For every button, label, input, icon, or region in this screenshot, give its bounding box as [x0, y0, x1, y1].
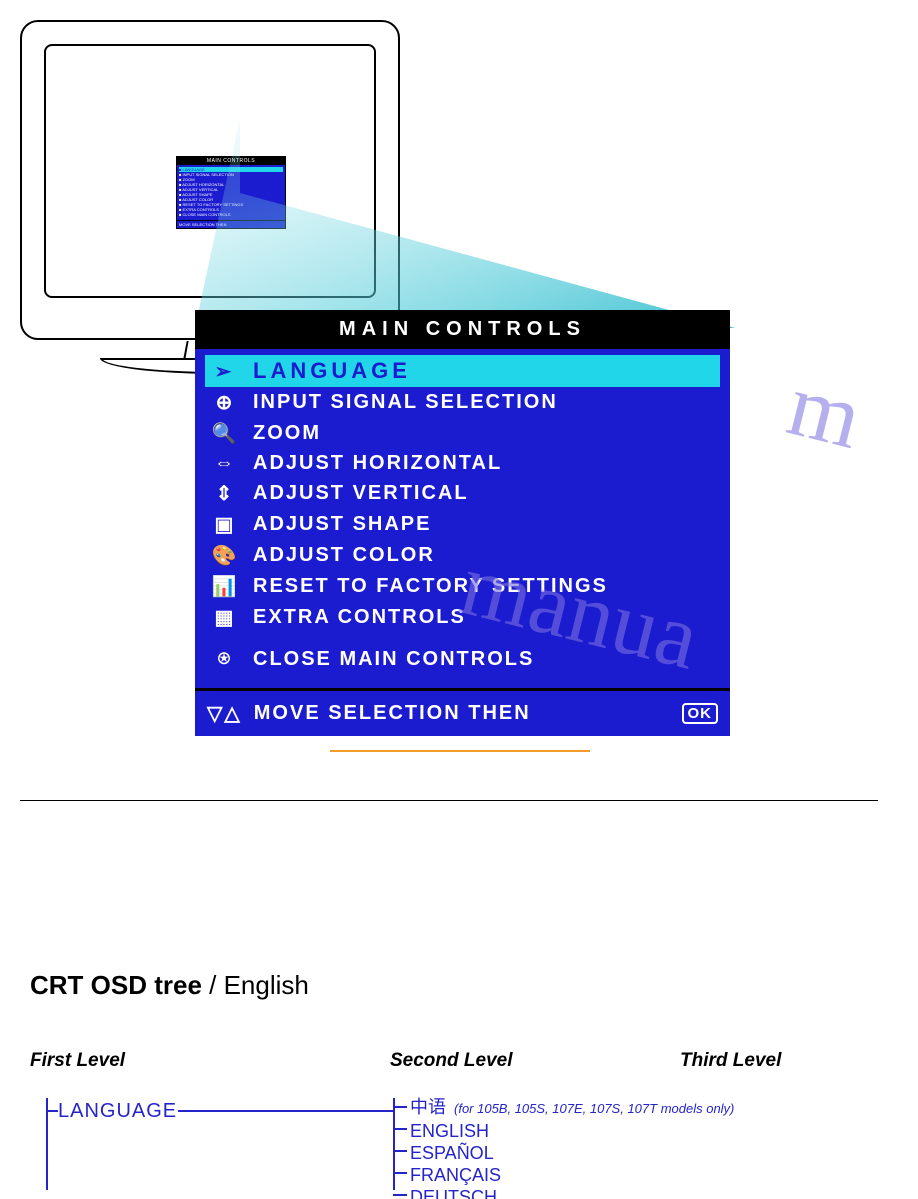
tree-item-label: ESPAÑOL [410, 1142, 494, 1164]
horiz-icon: ⇔ [211, 452, 239, 475]
watermark-text-tail: m [779, 353, 872, 470]
osd-menu-item[interactable]: 🎨 ADJUST COLOR [205, 540, 720, 571]
osd-tree: LANGUAGE 中语 (for 105B, 105S, 107E, 107S,… [30, 1100, 890, 1190]
tree-line [393, 1098, 395, 1190]
level-1-header: First Level [30, 1050, 390, 1072]
globe-icon: ➢ [211, 359, 239, 384]
level-3-header: Third Level [680, 1050, 781, 1072]
osd-panel: MAIN CONTROLS ➢ LANGUAGE ⊕ INPUT SIGNAL SEL… [195, 310, 730, 736]
tree-second-level-item: ENGLISH [410, 1120, 734, 1142]
osd-menu-item[interactable]: ⇕ ADJUST VERTICAL [205, 478, 720, 509]
tree-title-rest: / English [202, 970, 309, 1000]
osd-menu-label: ADJUST HORIZONTAL [253, 452, 502, 475]
tree-title-bold: CRT OSD tree [30, 970, 202, 1000]
vert-icon: ⇕ [211, 481, 239, 506]
osd-header: MAIN CONTROLS [195, 310, 730, 349]
osd-menu-item[interactable]: ➢ LANGUAGE [205, 355, 720, 387]
color-icon: 🎨 [211, 543, 239, 568]
osd-menu-item[interactable]: ⊕ INPUT SIGNAL SELECTION [205, 387, 720, 418]
tree-second-level-item: 中语 (for 105B, 105S, 107E, 107S, 107T mod… [410, 1096, 734, 1120]
tree-second-level: 中语 (for 105B, 105S, 107E, 107S, 107T mod… [410, 1096, 734, 1199]
ok-icon: OK [682, 703, 719, 724]
osd-close-label: CLOSE MAIN CONTROLS [253, 648, 534, 671]
osd-menu-label: INPUT SIGNAL SELECTION [253, 391, 558, 414]
nav-arrows-icon: ▽△ [207, 701, 242, 726]
tree-title: CRT OSD tree / English [30, 970, 309, 1001]
tree-item-label: ENGLISH [410, 1120, 489, 1142]
tree-item-label: 中语 [410, 1096, 446, 1118]
level-headers: First Level Second Level Third Level [30, 1050, 888, 1072]
osd-menu-item[interactable]: ⇔ ADJUST HORIZONTAL [205, 449, 720, 478]
osd-menu-label: ADJUST VERTICAL [253, 482, 469, 505]
orange-divider [330, 750, 590, 752]
level-2-header: Second Level [390, 1050, 680, 1072]
close-icon: ⍟ [211, 648, 239, 671]
mini-osd: MAIN CONTROLS ■ LANGUAGE■ INPUT SIGNAL S… [176, 156, 286, 229]
section-divider [20, 800, 878, 801]
zoom-icon: 🔍 [211, 421, 239, 446]
osd-menu-label: ZOOM [253, 422, 321, 445]
osd-menu-label: LANGUAGE [253, 358, 411, 384]
osd-body: ➢ LANGUAGE ⊕ INPUT SIGNAL SELECTION 🔍 ZOOM ⇔ AD… [195, 349, 730, 688]
reset-icon: 📊 [211, 574, 239, 599]
osd-menu-label: EXTRA CONTROLS [253, 606, 466, 629]
tree-second-level-item: FRANÇAIS [410, 1164, 734, 1186]
osd-menu-item[interactable]: 📊 RESET TO FACTORY SETTINGS [205, 571, 720, 602]
tree-line [178, 1110, 393, 1112]
osd-menu-item[interactable]: ▦ EXTRA CONTROLS [205, 602, 720, 633]
osd-menu-label: ADJUST COLOR [253, 544, 435, 567]
crt-screen: MAIN CONTROLS ■ LANGUAGE■ INPUT SIGNAL S… [44, 44, 376, 298]
tree-first-level-item: LANGUAGE [58, 1100, 177, 1123]
osd-footer-text: MOVE SELECTION THEN [254, 702, 531, 725]
crt-body: 105 MAIN CONTROLS ■ LANGUAGE■ INPUT SIGN… [20, 20, 400, 340]
osd-menu-label: RESET TO FACTORY SETTINGS [253, 575, 608, 598]
tree-line [46, 1110, 58, 1112]
input-icon: ⊕ [211, 390, 239, 415]
osd-close-item[interactable]: ⍟ CLOSE MAIN CONTROLS [205, 645, 720, 674]
shape-icon: ▣ [211, 512, 239, 537]
osd-menu-item[interactable]: ▣ ADJUST SHAPE [205, 509, 720, 540]
osd-menu-item[interactable]: 🔍 ZOOM [205, 418, 720, 449]
mini-osd-header: MAIN CONTROLS [177, 157, 285, 165]
tree-item-label: FRANÇAIS [410, 1164, 501, 1186]
extra-icon: ▦ [211, 605, 239, 630]
tree-second-level-item: ESPAÑOL [410, 1142, 734, 1164]
osd-footer: ▽△ MOVE SELECTION THEN OK [195, 688, 730, 736]
tree-item-note: (for 105B, 105S, 107E, 107S, 107T models… [454, 1098, 734, 1120]
osd-menu-label: ADJUST SHAPE [253, 513, 431, 536]
mini-osd-footer: MOVE SELECTION THEN [177, 220, 285, 228]
